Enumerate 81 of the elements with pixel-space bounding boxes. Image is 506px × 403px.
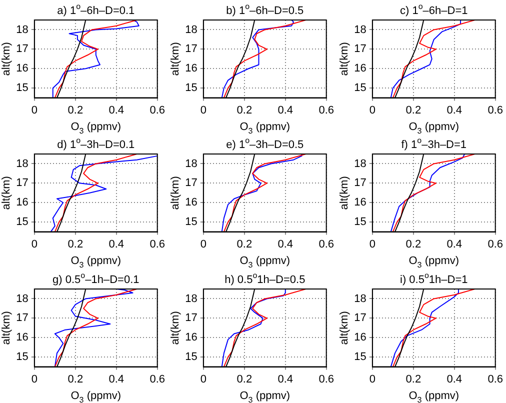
y-tick-label: 17 <box>16 312 28 324</box>
y-tick-label: 18 <box>354 24 366 36</box>
y-tick-label: 16 <box>185 196 198 209</box>
x-tick-label: 0.4 <box>108 104 124 116</box>
x-tick-label: 0.4 <box>108 238 124 251</box>
y-tick-label: 15 <box>16 216 28 228</box>
y-tick-label: 17 <box>185 178 198 190</box>
x-tick-label: 0.6 <box>150 373 166 386</box>
x-tick-label: 0 <box>369 373 376 386</box>
x-tick-label: 0 <box>369 238 376 251</box>
x-tick-label: 0.4 <box>278 373 294 386</box>
y-tick-label: 17 <box>16 178 28 190</box>
y-tick-label: 15 <box>185 350 198 363</box>
y-tick-label: 15 <box>354 216 366 228</box>
x-tick-label: 0.4 <box>446 104 462 116</box>
y-tick-label: 16 <box>16 331 28 344</box>
y-tick-label: 15 <box>185 82 198 94</box>
y-tick-label: 16 <box>185 62 198 75</box>
x-tick-label: 0.6 <box>318 238 334 251</box>
y-tick-label: 17 <box>185 43 198 56</box>
x-tick-label: 0.2 <box>236 373 252 386</box>
y-tick-label: 16 <box>354 62 366 75</box>
y-tick-label: 15 <box>16 82 28 94</box>
y-axis-title: alt(km) <box>170 42 182 76</box>
x-tick-label: 0.6 <box>488 104 504 116</box>
x-tick-label: 0.6 <box>488 373 504 386</box>
x-tick-label: 0 <box>31 238 38 251</box>
y-tick-label: 18 <box>185 292 198 304</box>
y-tick-label: 18 <box>354 158 366 170</box>
y-tick-label: 15 <box>354 350 366 363</box>
x-tick-label: 0.2 <box>236 238 252 251</box>
x-tick-label: 0.4 <box>446 373 462 386</box>
x-tick-label: 0.4 <box>108 373 124 386</box>
x-tick-label: 0.4 <box>278 104 294 116</box>
y-tick-label: 16 <box>16 62 28 75</box>
y-tick-label: 18 <box>16 24 28 36</box>
y-tick-label: 17 <box>354 43 366 56</box>
y-tick-label: 18 <box>185 24 198 36</box>
x-tick-label: 0.2 <box>406 104 422 116</box>
x-tick-label: 0 <box>31 373 38 386</box>
y-axis-title: alt(km) <box>338 42 351 76</box>
y-tick-label: 16 <box>185 331 198 344</box>
x-tick-label: 0.6 <box>318 104 334 116</box>
y-axis-title: alt(km) <box>170 176 182 210</box>
y-tick-label: 15 <box>16 350 28 363</box>
y-tick-label: 18 <box>185 158 198 170</box>
y-tick-label: 17 <box>185 312 198 324</box>
x-tick-label: 0.2 <box>406 238 422 251</box>
y-tick-label: 18 <box>16 292 28 304</box>
x-tick-label: 0.6 <box>318 373 334 386</box>
y-tick-label: 18 <box>354 292 366 304</box>
y-axis-title: alt(km) <box>170 310 182 344</box>
x-tick-label: 0.2 <box>68 373 84 386</box>
x-tick-label: 0 <box>200 104 206 116</box>
y-tick-label: 17 <box>16 43 28 56</box>
x-tick-label: 0.4 <box>446 238 462 251</box>
y-axis-title: alt(km) <box>338 310 351 344</box>
x-tick-label: 0.4 <box>278 238 294 251</box>
x-tick-label: 0.2 <box>236 104 252 116</box>
x-tick-label: 0.2 <box>406 373 422 386</box>
y-axis-title: alt(km) <box>0 42 13 76</box>
x-tick-label: 0 <box>31 104 38 116</box>
y-axis-title: alt(km) <box>0 176 13 210</box>
y-tick-label: 16 <box>354 196 366 209</box>
y-tick-label: 16 <box>16 196 28 209</box>
y-tick-label: 15 <box>354 82 366 94</box>
y-tick-label: 16 <box>354 331 366 344</box>
x-tick-label: 0 <box>200 238 206 251</box>
y-axis-title: alt(km) <box>0 310 13 344</box>
y-tick-label: 17 <box>354 312 366 324</box>
y-tick-label: 18 <box>16 158 28 170</box>
x-tick-label: 0.2 <box>68 104 84 116</box>
y-axis-title: alt(km) <box>338 176 351 210</box>
y-tick-label: 17 <box>354 178 366 190</box>
x-tick-label: 0.6 <box>488 238 504 251</box>
x-tick-label: 0 <box>369 104 376 116</box>
x-tick-label: 0 <box>200 373 206 386</box>
x-tick-label: 0.2 <box>68 238 84 251</box>
x-tick-label: 0.6 <box>150 238 166 251</box>
y-tick-label: 15 <box>185 216 198 228</box>
x-tick-label: 0.6 <box>150 104 166 116</box>
